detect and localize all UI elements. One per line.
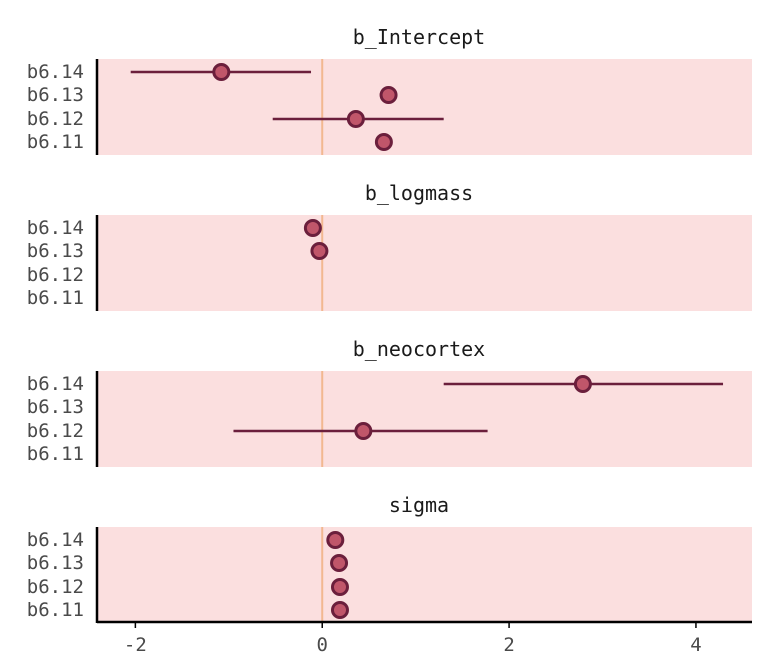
y-tick-label: b6.14 — [27, 217, 84, 239]
y-tick-label: b6.12 — [27, 576, 84, 598]
y-tick-label: b6.13 — [27, 396, 84, 418]
estimate-point — [212, 63, 231, 81]
x-tick-label: 2 — [503, 634, 514, 656]
x-tick-label: -2 — [124, 634, 147, 656]
y-tick-label: b6.14 — [27, 61, 84, 83]
y-tick-label: b6.11 — [27, 599, 84, 621]
estimate-point — [326, 531, 345, 549]
estimate-point — [330, 554, 349, 572]
y-tick-label: b6.12 — [27, 108, 84, 130]
facet-title: b_logmass — [365, 181, 473, 205]
y-tick-label: b6.13 — [27, 552, 84, 574]
estimate-point — [573, 375, 592, 393]
x-tick-label: 0 — [317, 634, 328, 656]
estimate-point — [310, 242, 329, 260]
estimate-point — [303, 219, 322, 237]
y-tick-label: b6.12 — [27, 420, 84, 442]
y-tick-label: b6.14 — [27, 529, 84, 551]
estimate-point — [374, 133, 393, 151]
y-tick-label: b6.14 — [27, 373, 84, 395]
y-tick-label: b6.11 — [27, 287, 84, 309]
panel-background — [98, 215, 752, 311]
estimate-point — [330, 578, 349, 596]
y-tick-label: b6.11 — [27, 443, 84, 465]
estimate-point — [346, 110, 365, 128]
panel-background — [98, 527, 752, 623]
x-tick-label: 4 — [690, 634, 701, 656]
estimate-point — [354, 422, 373, 440]
y-tick-label: b6.13 — [27, 84, 84, 106]
facet-title: b_Intercept — [353, 25, 485, 49]
facet-title: sigma — [389, 493, 449, 517]
panel-background — [98, 371, 752, 467]
y-tick-label: b6.13 — [27, 240, 84, 262]
y-tick-label: b6.11 — [27, 131, 84, 153]
estimate-point — [379, 86, 398, 104]
y-tick-label: b6.12 — [27, 264, 84, 286]
estimate-point — [330, 601, 349, 619]
facet-title: b_neocortex — [353, 337, 485, 361]
panel-background — [98, 59, 752, 155]
